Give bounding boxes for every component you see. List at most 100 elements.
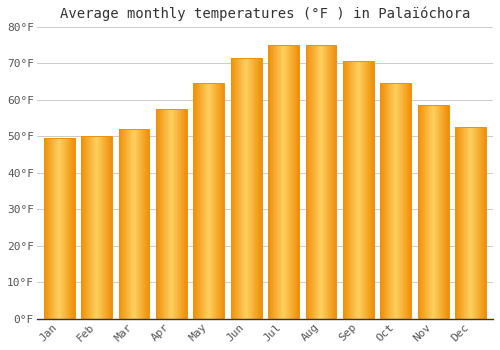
Bar bbox=[475, 127, 476, 319]
Bar bbox=[194, 83, 195, 319]
Bar bbox=[369, 62, 370, 319]
Bar bbox=[359, 62, 360, 319]
Bar bbox=[328, 45, 330, 319]
Bar bbox=[156, 109, 157, 319]
Bar bbox=[426, 105, 427, 319]
Bar bbox=[354, 62, 356, 319]
Bar bbox=[100, 136, 101, 319]
Bar bbox=[325, 45, 326, 319]
Bar bbox=[84, 136, 85, 319]
Bar bbox=[120, 129, 121, 319]
Bar bbox=[363, 62, 364, 319]
Bar bbox=[436, 105, 437, 319]
Bar bbox=[428, 105, 430, 319]
Bar bbox=[279, 45, 280, 319]
Bar bbox=[202, 83, 203, 319]
Bar bbox=[83, 136, 84, 319]
Bar bbox=[332, 45, 334, 319]
Bar bbox=[457, 127, 458, 319]
Bar bbox=[356, 62, 357, 319]
Bar bbox=[126, 129, 127, 319]
Bar bbox=[184, 109, 185, 319]
Bar bbox=[214, 83, 215, 319]
Bar bbox=[257, 58, 258, 319]
Bar bbox=[296, 45, 298, 319]
Bar bbox=[215, 83, 216, 319]
Bar bbox=[331, 45, 332, 319]
Bar bbox=[110, 136, 111, 319]
Bar bbox=[106, 136, 108, 319]
Bar bbox=[108, 136, 109, 319]
Bar bbox=[58, 138, 59, 319]
Bar bbox=[460, 127, 462, 319]
Bar bbox=[178, 109, 179, 319]
Bar bbox=[476, 127, 478, 319]
Bar bbox=[236, 58, 237, 319]
Bar bbox=[195, 83, 196, 319]
Bar bbox=[201, 83, 202, 319]
Bar bbox=[289, 45, 290, 319]
Bar bbox=[283, 45, 284, 319]
Bar bbox=[401, 83, 402, 319]
Title: Average monthly temperatures (°F ) in Palaïóchora: Average monthly temperatures (°F ) in Pa… bbox=[60, 7, 470, 21]
Bar bbox=[256, 58, 257, 319]
Bar bbox=[124, 129, 125, 319]
Bar bbox=[208, 83, 209, 319]
Bar bbox=[146, 129, 147, 319]
Bar bbox=[50, 138, 51, 319]
Bar bbox=[142, 129, 143, 319]
Bar bbox=[482, 127, 483, 319]
Bar bbox=[433, 105, 434, 319]
Bar bbox=[447, 105, 448, 319]
Bar bbox=[322, 45, 324, 319]
Bar bbox=[162, 109, 163, 319]
Bar bbox=[430, 105, 431, 319]
Bar bbox=[212, 83, 214, 319]
Bar bbox=[233, 58, 234, 319]
Bar bbox=[347, 62, 348, 319]
Bar bbox=[166, 109, 167, 319]
Bar bbox=[163, 109, 164, 319]
Bar bbox=[105, 136, 106, 319]
Bar bbox=[425, 105, 426, 319]
Bar bbox=[286, 45, 288, 319]
Bar bbox=[234, 58, 236, 319]
Bar bbox=[251, 58, 252, 319]
Bar bbox=[101, 136, 102, 319]
Bar bbox=[272, 45, 273, 319]
Bar bbox=[62, 138, 63, 319]
Bar bbox=[86, 136, 88, 319]
Bar bbox=[183, 109, 184, 319]
Bar bbox=[207, 83, 208, 319]
Bar bbox=[64, 138, 66, 319]
Bar bbox=[469, 127, 470, 319]
Bar bbox=[343, 62, 344, 319]
Bar bbox=[130, 129, 131, 319]
Bar bbox=[250, 58, 251, 319]
Bar bbox=[147, 129, 148, 319]
Bar bbox=[459, 127, 460, 319]
Bar bbox=[67, 138, 68, 319]
Bar bbox=[380, 83, 381, 319]
Bar bbox=[483, 127, 484, 319]
Bar bbox=[370, 62, 372, 319]
Bar bbox=[140, 129, 141, 319]
Bar bbox=[316, 45, 317, 319]
Bar bbox=[326, 45, 327, 319]
Bar bbox=[274, 45, 275, 319]
Bar bbox=[259, 58, 260, 319]
Bar bbox=[82, 136, 83, 319]
Bar bbox=[204, 83, 205, 319]
Bar bbox=[290, 45, 292, 319]
Bar bbox=[383, 83, 384, 319]
Bar bbox=[344, 62, 346, 319]
Bar bbox=[380, 83, 411, 319]
Bar bbox=[306, 45, 307, 319]
Bar bbox=[132, 129, 133, 319]
Bar bbox=[258, 58, 259, 319]
Bar bbox=[56, 138, 57, 319]
Bar bbox=[317, 45, 318, 319]
Bar bbox=[221, 83, 222, 319]
Bar bbox=[318, 45, 320, 319]
Bar bbox=[46, 138, 47, 319]
